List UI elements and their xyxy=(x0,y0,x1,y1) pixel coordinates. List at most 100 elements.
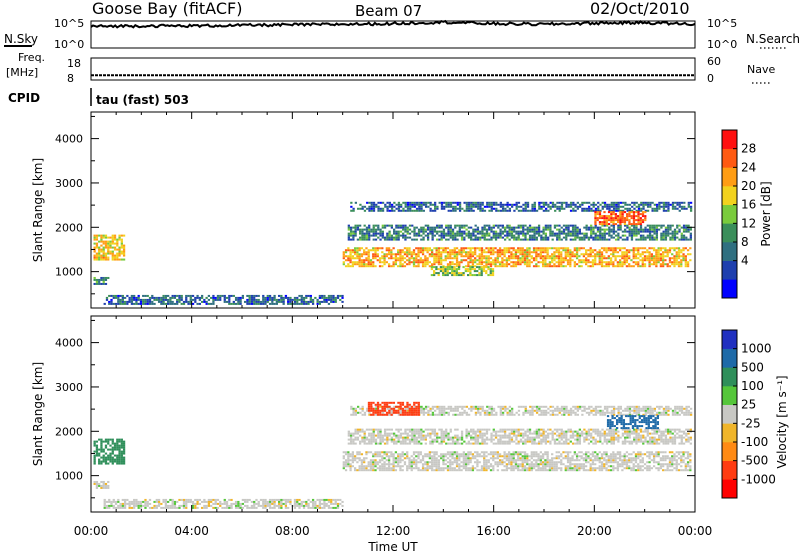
power-cell xyxy=(155,296,158,299)
power-cell xyxy=(428,253,431,256)
power-cell xyxy=(630,230,634,233)
power-cell xyxy=(307,294,310,297)
power-cell xyxy=(514,265,518,268)
power-cell xyxy=(517,263,520,266)
power-cell xyxy=(139,298,143,301)
power-cell xyxy=(280,294,283,297)
power-cell xyxy=(508,249,511,252)
power-cell xyxy=(287,302,290,305)
power-y-axis-label: Slant Range [km] xyxy=(31,158,45,262)
power-cell xyxy=(569,230,572,233)
velocity-cell xyxy=(412,463,416,466)
power-cell xyxy=(572,209,575,212)
power-cell xyxy=(513,234,516,237)
power-cell xyxy=(689,234,692,237)
velocity-cell xyxy=(551,465,554,468)
power-cell xyxy=(102,240,105,243)
velocity-cell xyxy=(442,457,445,460)
power-cell xyxy=(630,217,633,220)
power-cell xyxy=(594,203,598,206)
velocity-cell xyxy=(98,460,101,463)
power-cell xyxy=(404,238,407,241)
power-cell xyxy=(282,298,285,301)
velocity-cell xyxy=(639,469,642,472)
power-cell xyxy=(526,249,529,252)
velocity-cell xyxy=(671,457,674,460)
velocity-cell xyxy=(187,498,190,501)
power-cell xyxy=(637,257,640,260)
power-cell xyxy=(440,226,443,229)
power-cell xyxy=(349,261,352,264)
power-cell xyxy=(669,226,672,229)
velocity-cell xyxy=(353,457,357,460)
power-cell xyxy=(535,228,538,231)
power-cell xyxy=(426,224,430,227)
power-cell xyxy=(485,263,488,266)
power-cell xyxy=(533,226,536,229)
velocity-cell xyxy=(311,498,315,501)
velocity-cell xyxy=(451,463,454,466)
velocity-cell xyxy=(223,498,226,501)
power-cell xyxy=(612,224,615,227)
power-cell xyxy=(587,228,591,231)
power-cell xyxy=(551,255,554,258)
power-cell xyxy=(359,230,362,233)
power-cell xyxy=(488,232,491,235)
power-cell xyxy=(603,205,607,208)
power-cell xyxy=(237,302,240,305)
power-cell xyxy=(590,232,593,235)
velocity-cell xyxy=(144,506,147,509)
power-cell xyxy=(95,282,99,285)
velocity-cell xyxy=(187,500,190,503)
velocity-cell xyxy=(399,455,402,458)
power-cell xyxy=(644,226,647,229)
power-cell xyxy=(429,203,432,206)
power-cell xyxy=(621,234,625,237)
power-cell xyxy=(578,265,581,268)
velocity-cell xyxy=(359,442,362,445)
velocity-cell xyxy=(467,457,470,460)
velocity-cell xyxy=(530,461,533,464)
power-cell xyxy=(492,234,495,237)
power-cell xyxy=(485,251,488,254)
power-cell xyxy=(544,232,548,235)
power-cell xyxy=(481,203,484,206)
velocity-cell xyxy=(379,436,382,439)
velocity-cell xyxy=(637,455,640,458)
power-cell xyxy=(401,251,404,254)
velocity-cell xyxy=(637,463,640,466)
power-cell xyxy=(437,261,441,264)
power-cell xyxy=(95,258,99,261)
power-cell xyxy=(599,209,602,212)
power-cell xyxy=(453,251,456,254)
power-cell xyxy=(485,230,489,233)
power-cell xyxy=(682,224,686,227)
velocity-cell xyxy=(514,463,518,466)
power-cell xyxy=(546,265,549,268)
velocity-cell xyxy=(560,467,563,470)
power-cell xyxy=(580,259,583,262)
power-cell xyxy=(662,224,665,227)
velocity-cell xyxy=(619,451,622,454)
velocity-cell xyxy=(483,465,486,468)
velocity-cell xyxy=(487,453,490,456)
power-cell xyxy=(367,253,370,256)
velocity-cell xyxy=(387,451,391,454)
y-tick-label: 4000 xyxy=(55,133,83,146)
power-cell xyxy=(390,238,393,241)
power-cell xyxy=(632,247,635,250)
power-cell xyxy=(523,259,527,262)
power-cell xyxy=(485,228,489,231)
power-cell xyxy=(394,253,398,256)
power-cell xyxy=(120,240,123,243)
velocity-cell xyxy=(637,453,640,456)
power-cell xyxy=(95,252,99,255)
velocity-cell xyxy=(212,498,215,501)
power-cell xyxy=(524,228,527,231)
power-cell xyxy=(526,232,529,235)
velocity-cell xyxy=(553,461,556,464)
power-cell xyxy=(616,251,619,254)
power-cell xyxy=(469,270,472,273)
power-cell xyxy=(142,302,145,305)
power-cell xyxy=(659,247,663,250)
